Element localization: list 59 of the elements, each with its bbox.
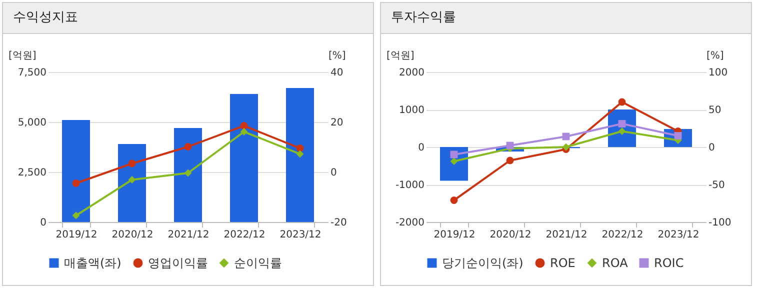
bar — [286, 88, 314, 222]
point — [72, 212, 80, 220]
y-tick-label: 7,500 — [18, 68, 46, 78]
x-tick-label: 2022/12 — [602, 230, 644, 240]
legend-label: 영업이익률 — [148, 256, 208, 270]
legend-label: 당기순이익(좌) — [442, 256, 524, 270]
point — [240, 122, 248, 130]
point — [618, 120, 626, 128]
y2-tick-label: -100 — [708, 218, 732, 228]
y-axis-title: [억원] — [386, 50, 414, 62]
y2-tick-label: -20 — [330, 218, 347, 228]
bar — [118, 144, 146, 222]
chart-title: 수익성지표 — [3, 3, 373, 34]
point — [128, 160, 136, 168]
point — [296, 150, 304, 158]
x-tick-label: 2020/12 — [490, 230, 532, 240]
bar — [62, 120, 90, 222]
x-tick-label: 2019/12 — [56, 230, 98, 240]
legend-label: 순이익률 — [234, 256, 282, 270]
y2-tick-label: 0 — [708, 142, 715, 154]
bar — [230, 94, 258, 222]
x-tick-label: 2020/12 — [112, 230, 154, 240]
legend-label: ROE — [550, 256, 576, 270]
point — [72, 180, 80, 187]
x-tick-label: 2023/12 — [658, 230, 700, 240]
x-tick-label: 2021/12 — [546, 230, 588, 240]
legend-label: ROIC — [654, 256, 684, 270]
point — [450, 196, 458, 204]
x-tick-label: 2023/12 — [280, 230, 322, 240]
x-tick-label: 2022/12 — [224, 230, 266, 240]
y2-tick-label: 100 — [708, 68, 728, 78]
y-tick-label: 2000 — [399, 68, 424, 78]
y2-axis-title: [%] — [328, 50, 346, 62]
y2-tick-label: 20 — [330, 118, 344, 128]
y-tick-label: 5,000 — [18, 118, 46, 128]
point — [184, 169, 192, 177]
y2-tick-label: 50 — [708, 105, 722, 116]
y2-tick-label: -50 — [708, 180, 725, 191]
x-tick-label: 2019/12 — [434, 230, 476, 240]
y-tick-label: -2000 — [395, 218, 424, 228]
point — [618, 98, 626, 106]
y2-tick-label: 0 — [330, 168, 337, 178]
y-tick-label: 0 — [40, 218, 46, 228]
y-tick-label: 1000 — [399, 105, 424, 116]
bar — [174, 128, 202, 222]
legend-label: ROA — [602, 256, 629, 270]
y-axis-title: [억원] — [8, 50, 36, 62]
legend-label: 매출액(좌) — [64, 256, 122, 270]
y-tick-label: -1000 — [395, 180, 424, 191]
point — [184, 143, 192, 150]
point — [562, 143, 570, 151]
x-tick-label: 2021/12 — [168, 230, 210, 240]
y2-tick-label: 40 — [330, 68, 344, 78]
y2-axis-title: [%] — [706, 50, 724, 62]
point — [506, 156, 514, 164]
chart-title: 투자수익률 — [381, 3, 751, 34]
y-tick-label: 2,500 — [18, 168, 46, 178]
point — [296, 144, 304, 152]
y-tick-label: 0 — [418, 142, 424, 154]
